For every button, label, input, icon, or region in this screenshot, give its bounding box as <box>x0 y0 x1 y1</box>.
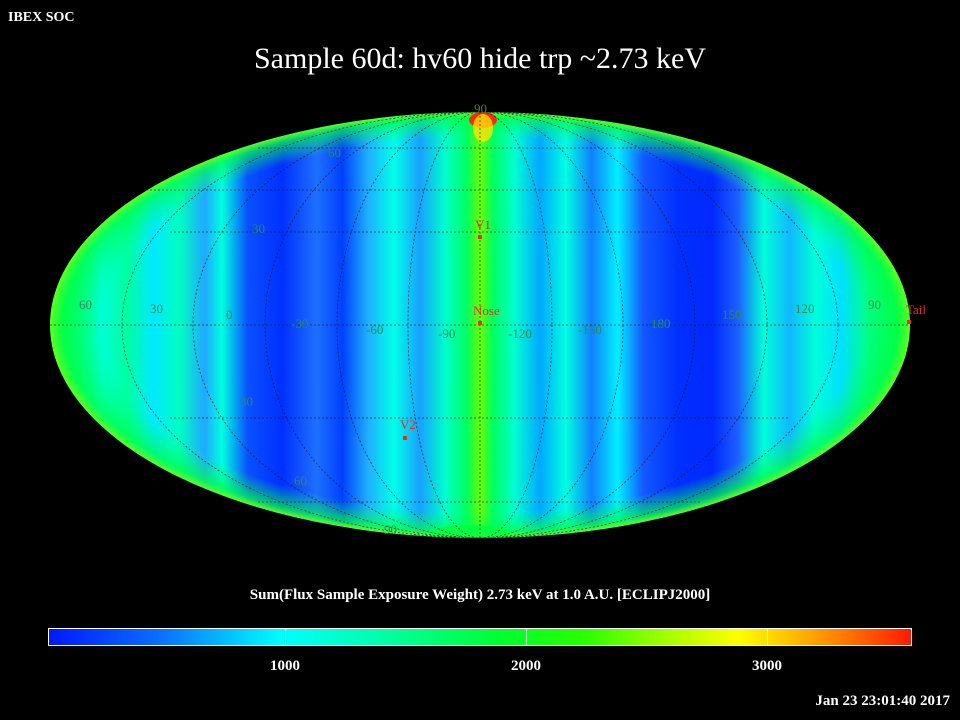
marker-v1 <box>478 235 482 239</box>
lon-label: 150 <box>722 307 742 322</box>
lat-label: 30 <box>240 394 253 409</box>
lat-label: 90 <box>474 101 487 116</box>
lon-label: 30 <box>150 301 163 316</box>
colorbar-tick <box>526 628 527 646</box>
lon-label: -120 <box>508 326 532 341</box>
timestamp: Jan 23 23:01:40 2017 <box>815 693 950 709</box>
marker-v2 <box>403 436 407 440</box>
marker-v2-label: V2 <box>400 417 416 432</box>
colorbar-tick <box>285 628 286 646</box>
marker-v1-label: V1 <box>475 217 491 232</box>
lon-label: 180 <box>651 316 671 331</box>
lat-label: 60 <box>294 473 307 488</box>
page-title: Sample 60d: hv60 hide trp ~2.73 keV <box>253 42 706 75</box>
lon-label: -150 <box>578 322 602 337</box>
colorbar-tick-label: 2000 <box>511 658 541 674</box>
latitude-labels: 90 60 30 30 60 90 <box>240 101 487 537</box>
flux-map-area <box>50 112 910 538</box>
marker-nose-label: Nose <box>473 303 500 318</box>
lon-label: 120 <box>795 301 815 316</box>
lat-label: 60 <box>328 145 341 160</box>
org-label: IBEX SOC <box>8 10 75 25</box>
lat-label: 90 <box>384 522 397 537</box>
lon-label: -90 <box>438 326 455 341</box>
lon-label: 0 <box>226 307 233 322</box>
lon-label: -60 <box>366 322 383 337</box>
lat-label: 30 <box>252 221 265 236</box>
marker-tail <box>907 320 911 324</box>
lon-label: 90 <box>868 297 881 312</box>
marker-tail-label: Tail <box>906 302 926 317</box>
colorbar-title: Sum(Flux Sample Exposure Weight) 2.73 ke… <box>249 587 711 603</box>
markers: V1 Nose V2 Tail <box>400 217 926 440</box>
lon-label: -30 <box>291 316 308 331</box>
longitude-labels: 60 30 0 -30 -60 -90 -120 -150 180 150 12… <box>79 297 881 341</box>
marker-nose <box>478 321 482 325</box>
lon-label: 60 <box>79 297 92 312</box>
colorbar-tick-label: 1000 <box>270 658 300 674</box>
colorbar-tick-label: 3000 <box>752 658 782 674</box>
colorbar-tick <box>767 628 768 646</box>
colorbar <box>48 628 912 646</box>
